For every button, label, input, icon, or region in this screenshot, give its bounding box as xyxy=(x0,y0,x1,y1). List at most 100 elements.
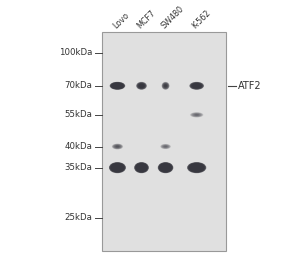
Ellipse shape xyxy=(113,84,121,88)
Ellipse shape xyxy=(137,83,146,89)
Ellipse shape xyxy=(160,163,171,172)
Ellipse shape xyxy=(140,84,143,87)
Ellipse shape xyxy=(141,85,142,86)
Ellipse shape xyxy=(138,165,145,171)
Text: 70kDa: 70kDa xyxy=(65,81,93,90)
Ellipse shape xyxy=(161,144,170,149)
Ellipse shape xyxy=(113,144,122,149)
Ellipse shape xyxy=(111,83,124,89)
Ellipse shape xyxy=(196,85,198,86)
Ellipse shape xyxy=(160,164,171,171)
Ellipse shape xyxy=(190,112,203,117)
Ellipse shape xyxy=(116,167,119,168)
Ellipse shape xyxy=(135,163,148,172)
Ellipse shape xyxy=(115,145,120,148)
Ellipse shape xyxy=(136,163,147,172)
Ellipse shape xyxy=(188,163,205,172)
Ellipse shape xyxy=(113,144,122,149)
Ellipse shape xyxy=(162,165,170,171)
Ellipse shape xyxy=(114,145,121,148)
Ellipse shape xyxy=(134,162,149,173)
Ellipse shape xyxy=(113,164,122,171)
Ellipse shape xyxy=(161,164,170,171)
Ellipse shape xyxy=(158,162,173,173)
Ellipse shape xyxy=(193,114,200,116)
Ellipse shape xyxy=(191,112,202,117)
Ellipse shape xyxy=(135,163,148,173)
Ellipse shape xyxy=(111,163,124,172)
Ellipse shape xyxy=(194,166,199,169)
Ellipse shape xyxy=(114,166,121,170)
Ellipse shape xyxy=(136,163,147,172)
Ellipse shape xyxy=(113,84,122,88)
Ellipse shape xyxy=(115,84,120,87)
Ellipse shape xyxy=(140,85,143,87)
Ellipse shape xyxy=(163,166,168,169)
Ellipse shape xyxy=(163,83,168,88)
Ellipse shape xyxy=(111,163,124,172)
Ellipse shape xyxy=(159,163,172,172)
Ellipse shape xyxy=(194,84,199,87)
Text: Lovo: Lovo xyxy=(111,11,131,30)
Ellipse shape xyxy=(139,84,144,87)
Ellipse shape xyxy=(163,166,168,170)
Ellipse shape xyxy=(190,112,203,117)
Ellipse shape xyxy=(162,166,169,170)
Ellipse shape xyxy=(139,166,144,169)
Ellipse shape xyxy=(112,164,123,171)
Text: MCF7: MCF7 xyxy=(135,8,157,30)
Ellipse shape xyxy=(162,145,169,148)
Ellipse shape xyxy=(163,83,168,88)
Ellipse shape xyxy=(191,164,202,171)
Ellipse shape xyxy=(192,83,201,88)
Ellipse shape xyxy=(115,145,120,148)
Ellipse shape xyxy=(137,164,146,171)
Ellipse shape xyxy=(164,84,168,88)
Ellipse shape xyxy=(113,144,121,149)
Ellipse shape xyxy=(164,85,166,87)
Ellipse shape xyxy=(117,167,118,168)
Text: SW480: SW480 xyxy=(159,4,185,30)
Ellipse shape xyxy=(164,145,168,148)
Ellipse shape xyxy=(162,83,168,89)
Ellipse shape xyxy=(164,84,167,87)
Ellipse shape xyxy=(139,84,144,88)
Text: 55kDa: 55kDa xyxy=(65,110,93,119)
Ellipse shape xyxy=(139,166,144,170)
Ellipse shape xyxy=(115,145,120,148)
Ellipse shape xyxy=(163,83,168,88)
Ellipse shape xyxy=(139,84,144,88)
Ellipse shape xyxy=(139,166,144,170)
Ellipse shape xyxy=(140,84,143,87)
Ellipse shape xyxy=(136,82,147,90)
Ellipse shape xyxy=(162,165,169,170)
Ellipse shape xyxy=(140,166,143,169)
Ellipse shape xyxy=(112,144,123,149)
Ellipse shape xyxy=(191,113,202,117)
Ellipse shape xyxy=(160,144,171,149)
Ellipse shape xyxy=(138,83,145,88)
Ellipse shape xyxy=(164,167,167,168)
Ellipse shape xyxy=(134,162,149,173)
Ellipse shape xyxy=(195,167,198,168)
Ellipse shape xyxy=(138,83,145,89)
Ellipse shape xyxy=(162,82,169,89)
Ellipse shape xyxy=(140,167,143,168)
Ellipse shape xyxy=(140,85,143,87)
Ellipse shape xyxy=(114,145,121,148)
Ellipse shape xyxy=(194,84,200,87)
Ellipse shape xyxy=(137,164,146,171)
Ellipse shape xyxy=(164,167,167,169)
Ellipse shape xyxy=(193,84,201,88)
Ellipse shape xyxy=(191,83,203,89)
Ellipse shape xyxy=(192,83,201,88)
Ellipse shape xyxy=(193,113,201,116)
Ellipse shape xyxy=(112,164,123,172)
Ellipse shape xyxy=(114,84,121,87)
Ellipse shape xyxy=(140,84,143,87)
Ellipse shape xyxy=(138,165,145,170)
Ellipse shape xyxy=(192,113,201,117)
Ellipse shape xyxy=(196,167,198,168)
Ellipse shape xyxy=(138,164,145,171)
Ellipse shape xyxy=(159,163,172,172)
